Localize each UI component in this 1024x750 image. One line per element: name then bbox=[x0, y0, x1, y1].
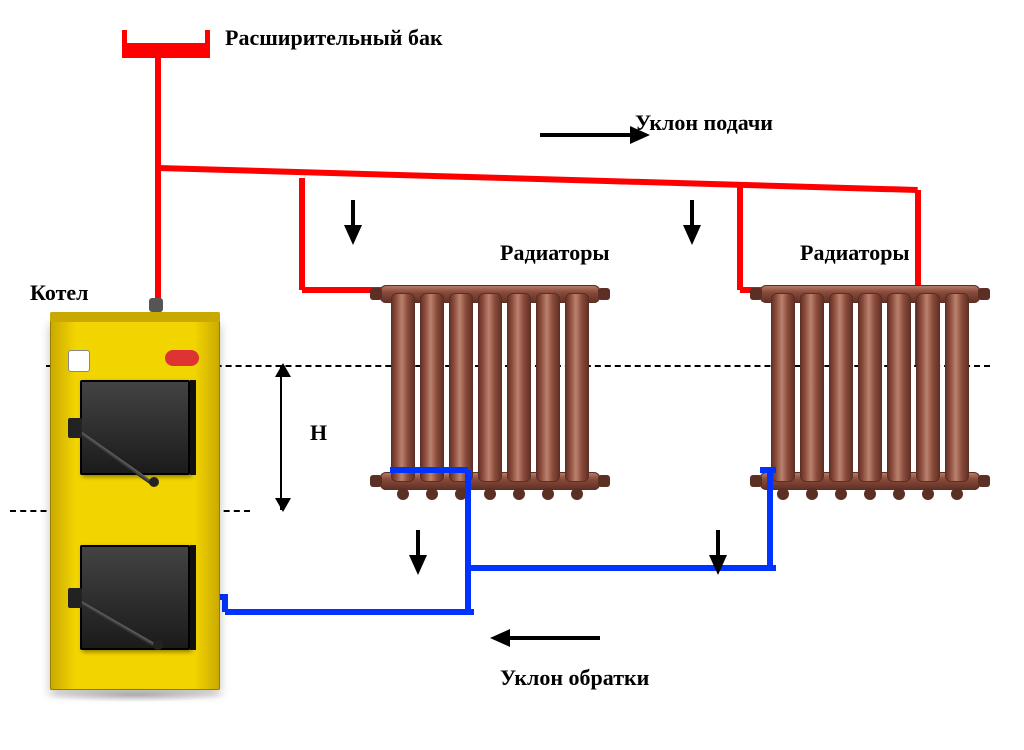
dimension-H-label: H bbox=[310, 420, 327, 446]
boiler-label: Котел bbox=[30, 280, 88, 306]
radiator bbox=[380, 285, 600, 490]
dimension-H bbox=[280, 365, 282, 510]
boiler bbox=[50, 320, 220, 690]
radiators-label-2: Радиаторы bbox=[800, 240, 910, 266]
tank-label: Расширительный бак bbox=[225, 25, 443, 51]
radiator bbox=[760, 285, 980, 490]
radiators-label-1: Радиаторы bbox=[500, 240, 610, 266]
expansion-tank bbox=[122, 30, 210, 58]
supply-slope-label: Уклон подачи bbox=[635, 110, 773, 136]
boiler-door bbox=[80, 380, 190, 475]
return-slope-label: Уклон обратки bbox=[500, 665, 649, 691]
